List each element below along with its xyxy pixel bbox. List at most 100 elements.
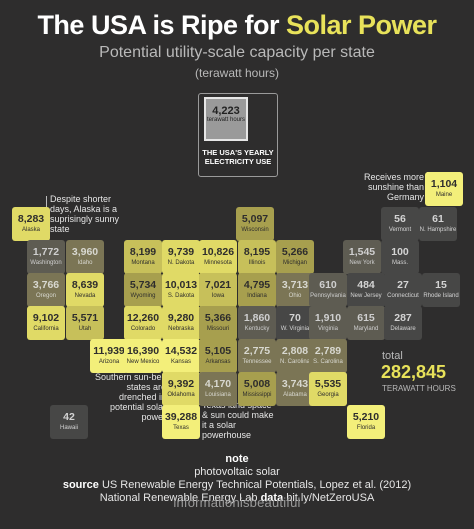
state-name: Pennsylvania <box>310 293 346 299</box>
state-tile-michigan: 5,266 Michigan <box>276 240 314 274</box>
state-name: Florida <box>356 425 376 431</box>
state-value: 8,195 <box>243 246 271 258</box>
state-name: Utah <box>78 326 92 332</box>
state-name: Wyoming <box>130 293 156 299</box>
state-tile-delaware: 287 Delaware <box>384 306 422 340</box>
state-value: 5,366 <box>204 312 232 324</box>
state-tile-massachusetts: 100 Mass. <box>381 240 419 274</box>
state-tile-california: 9,102 California <box>27 306 65 340</box>
state-name: Arkansas <box>205 359 231 365</box>
state-tile-florida: 5,210 Florida <box>347 405 385 439</box>
state-tile-alabama: 3,743 Alabama <box>276 372 314 406</box>
state-name: Georgia <box>317 392 339 398</box>
state-name: Oregon <box>35 293 56 299</box>
state-value: 7,021 <box>204 279 232 291</box>
state-value: 615 <box>357 312 375 324</box>
state-value: 9,392 <box>167 378 195 390</box>
note-texas: Texas land space & sun could make it a s… <box>202 400 274 440</box>
state-value: 2,808 <box>281 345 309 357</box>
state-tile-wisconsin: 5,097 Wisconsin <box>236 207 274 241</box>
state-value: 3,743 <box>281 378 309 390</box>
footer-data-line: National Renewable Energy Lab data bit.l… <box>0 492 474 505</box>
state-name: Delaware <box>390 326 416 332</box>
total-unit: TERAWATT HOURS <box>382 384 456 393</box>
footer-source-line2: National Renewable Energy Lab <box>99 492 258 504</box>
state-value: 287 <box>394 312 412 324</box>
state-name: N. Dakota <box>167 260 195 266</box>
state-tile-new-york: 1,545 New York <box>343 240 381 274</box>
state-value: 27 <box>397 279 409 291</box>
state-value: 70 <box>289 312 301 324</box>
state-name: Washington <box>30 260 62 266</box>
state-tile-pennsylvania: 610 Pennsylvania <box>309 273 347 307</box>
usa-use-label: THE USA'S YEARLY ELECTRICITY USE <box>202 148 274 166</box>
note-southern: Southern sun-belt states are drenched in… <box>94 372 166 422</box>
state-tile-s-carolina: 2,789 S. Carolina <box>309 339 347 373</box>
state-tile-arkansas: 5,105 Arkansas <box>199 339 237 373</box>
state-value: 16,390 <box>126 345 160 357</box>
state-tile-nevada: 8,639 Nevada <box>66 273 104 307</box>
state-name: Alabama <box>283 392 307 398</box>
state-value: 10,826 <box>201 246 235 258</box>
state-tile-nebraska: 9,280 Nebraska <box>162 306 200 340</box>
state-tile-washington: 1,772 Washington <box>27 240 65 274</box>
footer-data-label: data <box>260 492 284 504</box>
state-name: W. Virginia <box>280 326 310 332</box>
note-alaska: Despite shorter days, Alaska is a supris… <box>50 194 120 234</box>
state-value: 2,789 <box>314 345 342 357</box>
state-tile-new-mexico: 16,390 New Mexico <box>124 339 162 373</box>
state-value: 8,639 <box>71 279 99 291</box>
state-value: 10,013 <box>164 279 198 291</box>
state-name: New York <box>349 260 375 266</box>
footer-data-text[interactable]: bit.ly/NetZeroUSA <box>286 492 375 504</box>
state-value: 8,199 <box>129 246 157 258</box>
state-name: New Jersey <box>350 293 382 299</box>
state-tile-wyoming: 5,734 Wyoming <box>124 273 162 307</box>
state-name: Tennessee <box>242 359 272 365</box>
state-value: 14,532 <box>164 345 198 357</box>
state-tile-kansas: 14,532 Kansas <box>162 339 200 373</box>
state-tile-illinois: 8,195 Illinois <box>238 240 276 274</box>
usa-use-frame <box>198 93 278 177</box>
state-value: 5,734 <box>129 279 157 291</box>
footer: note photovoltaic solar source US Renewab… <box>0 453 474 505</box>
state-tile-w-virginia: 70 W. Virginia <box>276 306 314 340</box>
state-name: N. Hampshire <box>419 227 457 233</box>
state-name: S. Carolina <box>313 359 343 365</box>
state-name: Colorado <box>130 326 156 332</box>
state-value: 610 <box>319 279 337 291</box>
state-value: 5,535 <box>314 378 342 390</box>
state-tile-mississippi: 5,008 Mississippi <box>238 372 276 406</box>
state-name: Missouri <box>206 326 230 332</box>
state-name: Kansas <box>170 359 191 365</box>
state-name: S. Dakota <box>167 293 195 299</box>
total-label: total <box>382 350 403 362</box>
state-value: 15 <box>435 279 447 291</box>
footer-note-line: note photovoltaic solar <box>0 453 474 479</box>
state-name: Minnesota <box>204 260 232 266</box>
state-name: New Mexico <box>126 359 160 365</box>
state-tile-tennessee: 2,775 Tennessee <box>238 339 276 373</box>
state-value: 11,939 <box>93 345 125 357</box>
state-value: 9,739 <box>167 246 195 258</box>
title-highlight: Solar Power <box>285 10 437 40</box>
state-name: California <box>33 326 59 332</box>
state-tile-oklahoma: 9,392 Oklahoma <box>162 372 200 406</box>
state-tile-connecticut: 27 Connecticut <box>384 273 422 307</box>
state-tile-utah: 5,571 Utah <box>66 306 104 340</box>
state-name: Wisconsin <box>241 227 269 233</box>
state-tile-n-dakota: 9,739 N. Dakota <box>162 240 200 274</box>
usa-use-value: 4,223 <box>212 105 240 117</box>
state-tile-n-hampshire: 61 N. Hampshire <box>419 207 457 241</box>
state-tile-n-carolina: 2,808 N. Carolina <box>276 339 314 373</box>
title-main: The USA is Ripe for <box>37 10 279 40</box>
state-value: 9,102 <box>32 312 60 324</box>
state-name: Oklahoma <box>167 392 195 398</box>
state-name: Illinois <box>248 260 266 266</box>
state-name: Louisiana <box>205 392 231 398</box>
state-tile-alaska: 8,283 Alaska <box>12 207 50 241</box>
unit-caption: (terawatt hours) <box>194 66 280 80</box>
state-name: Indiana <box>247 293 267 299</box>
state-value: 100 <box>391 246 409 258</box>
state-value: 5,105 <box>204 345 232 357</box>
